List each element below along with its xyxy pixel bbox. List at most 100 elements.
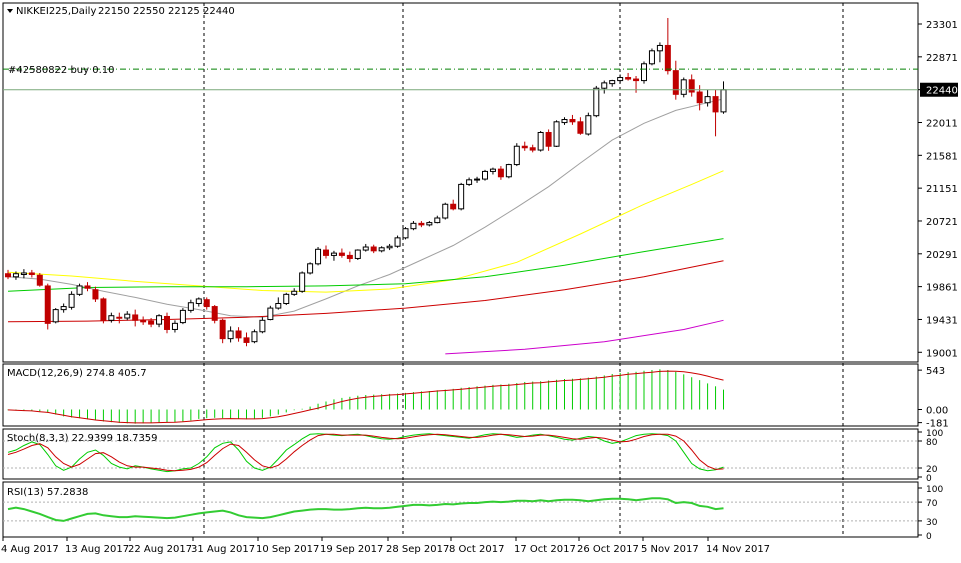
candle: [680, 77, 687, 98]
candle: [648, 48, 655, 66]
candle: [545, 129, 552, 151]
candle-body: [179, 309, 186, 324]
candle: [664, 17, 671, 75]
candle: [537, 130, 544, 152]
candle: [346, 251, 353, 263]
candle-body: [148, 320, 155, 325]
candle: [211, 305, 218, 324]
candle-body: [195, 298, 202, 305]
candle-body: [76, 285, 83, 295]
candle: [458, 182, 465, 211]
candle-body: [505, 164, 512, 178]
candle: [402, 227, 409, 240]
rsi-tick-label: 70: [926, 499, 938, 509]
candle-body: [386, 245, 393, 249]
candle-body: [44, 285, 51, 324]
candle: [394, 235, 401, 248]
candle: [410, 221, 417, 231]
price-axis: 2330122871224412201121581211512072120291…: [918, 20, 958, 359]
candle: [275, 297, 282, 310]
candle: [259, 317, 266, 334]
rsi-indicator: 100 70 30 0: [3, 485, 943, 542]
candle-body: [394, 237, 401, 247]
candle: [132, 309, 139, 327]
candle: [672, 60, 679, 100]
time-tick-label: 8 Oct 2017: [449, 544, 504, 555]
symbol-label: NIKKEI225,Daily: [16, 6, 96, 17]
candle-body: [267, 307, 274, 321]
candle: [418, 221, 425, 228]
candle: [299, 271, 306, 293]
macd-pane[interactable]: [2, 363, 919, 427]
candle-body: [656, 44, 663, 52]
candle-body: [537, 131, 544, 151]
candle-body: [434, 217, 441, 224]
candle: [12, 271, 19, 280]
candle-body: [712, 96, 719, 113]
candle: [227, 326, 234, 343]
rsi-pane[interactable]: [2, 481, 919, 538]
candle-body: [402, 228, 409, 239]
candle: [450, 199, 457, 211]
stoch-tick-label: 100: [926, 429, 943, 439]
candle-body: [720, 89, 727, 113]
candle: [5, 269, 11, 280]
candle: [609, 79, 616, 87]
moving-average-lines: [7, 98, 724, 355]
candle: [474, 176, 481, 183]
rsi-line-rsi_line: [7, 497, 724, 522]
candle-body: [171, 322, 178, 330]
candle-body: [346, 254, 353, 259]
dropdown-triangle-icon[interactable]: [7, 9, 13, 13]
candle-body: [243, 337, 250, 343]
candle: [203, 297, 210, 310]
candle-body: [482, 170, 488, 180]
candle-body: [20, 272, 27, 275]
macd-tick-label: -181: [926, 419, 949, 430]
time-tick-label: 5 Nov 2017: [641, 544, 699, 555]
candle-body: [593, 87, 600, 117]
candle: [330, 250, 337, 261]
candle-body: [378, 247, 385, 252]
candle-body: [156, 315, 163, 325]
candle-body: [12, 273, 19, 278]
candle: [108, 312, 115, 323]
candle: [434, 215, 441, 224]
candle: [617, 74, 624, 83]
candle-body: [227, 330, 234, 340]
price-tick-label: 19861: [926, 283, 958, 294]
candle: [315, 247, 322, 266]
candlesticks: [5, 17, 727, 347]
candle: [76, 283, 83, 296]
candle: [68, 291, 75, 310]
candle-body: [84, 285, 91, 289]
candle: [426, 221, 433, 227]
candle: [553, 120, 560, 147]
candle-body: [497, 168, 504, 178]
candle: [561, 117, 568, 125]
price-tick-label: 23301: [926, 20, 958, 31]
candle-body: [299, 272, 306, 292]
main-pane[interactable]: [2, 2, 919, 363]
candle: [243, 332, 250, 347]
candle-body: [92, 289, 99, 300]
candle-body: [211, 306, 218, 321]
candle-body: [410, 222, 417, 230]
candle-body: [418, 222, 425, 226]
candle: [513, 143, 520, 167]
candle: [44, 283, 51, 330]
candle: [656, 42, 663, 63]
time-tick-label: 19 Sep 2017: [320, 544, 383, 555]
time-tick-label: 28 Sep 2017: [386, 544, 449, 555]
candle-body: [458, 183, 465, 210]
moving-average-ma_yellow: [7, 170, 724, 293]
candle: [171, 320, 178, 333]
candle: [116, 312, 123, 324]
candle-body: [426, 222, 433, 226]
candle-body: [577, 121, 584, 134]
macd-tick-label: 543: [926, 366, 945, 377]
candle-body: [323, 249, 329, 256]
current-price-box: [920, 82, 958, 97]
candle-body: [601, 82, 608, 89]
